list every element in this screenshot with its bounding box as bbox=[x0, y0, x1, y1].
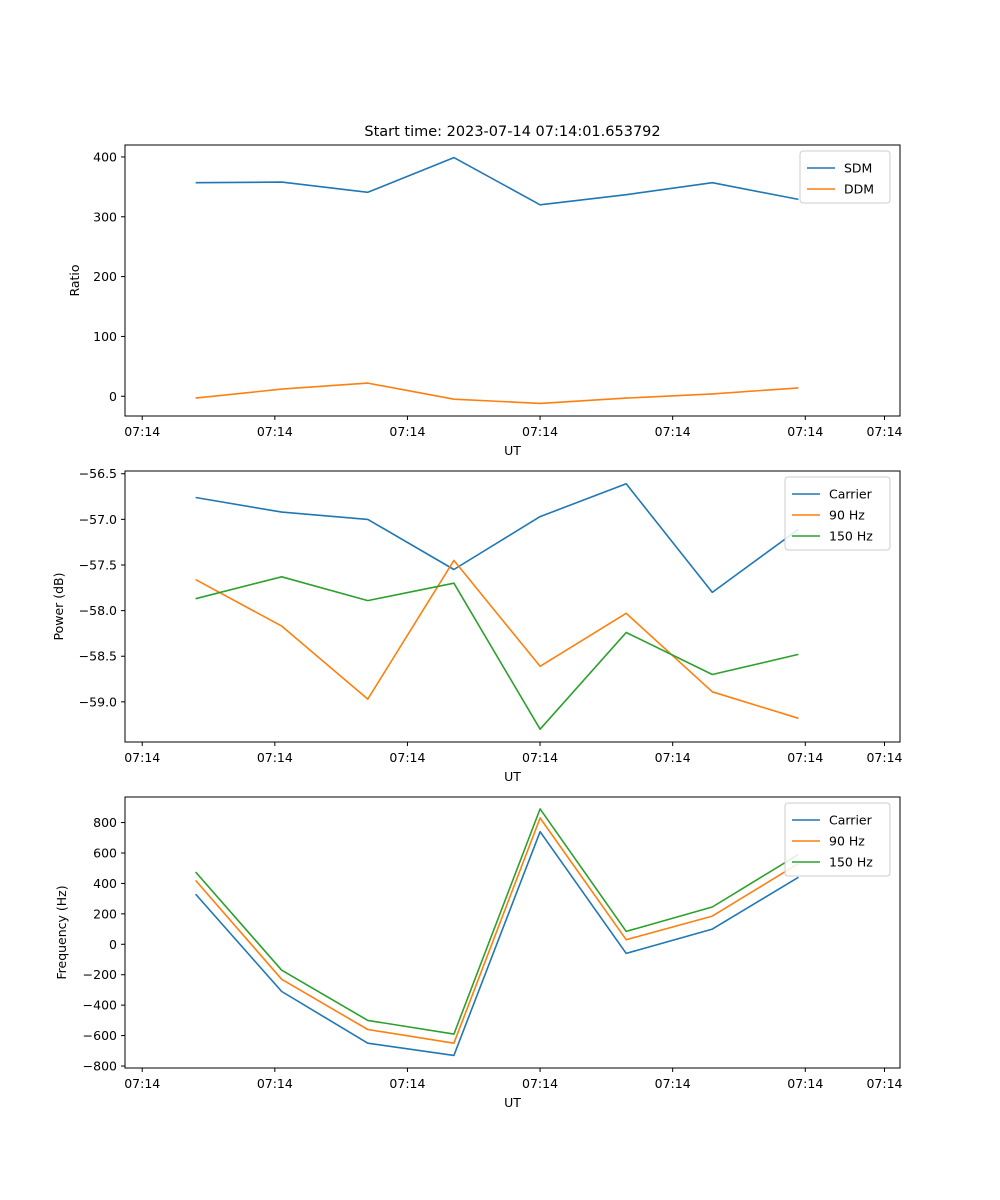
x-tick-label: 07:14 bbox=[787, 750, 823, 765]
series-line-sdm bbox=[195, 156, 799, 206]
y-tick-label: 200 bbox=[93, 269, 117, 284]
legend-label: Carrier bbox=[829, 813, 873, 828]
x-tick-label: 07:14 bbox=[787, 1076, 823, 1091]
legend: Carrier 90 Hz 150 Hz bbox=[784, 476, 891, 551]
series-line-90-hz bbox=[195, 559, 799, 720]
y-tick-label: −58.5 bbox=[79, 649, 117, 664]
chart-panels: 07:14 07:14 07:14 07:14 07:14 07:14 07:14 0 100 2… bbox=[51, 144, 903, 1110]
x-tick-label: 07:14 bbox=[124, 424, 160, 439]
x-tick-label: 07:14 bbox=[655, 424, 691, 439]
x-tick-label: 07:14 bbox=[389, 424, 425, 439]
legend-label: 90 Hz bbox=[829, 508, 865, 523]
y-tick-label: −57.5 bbox=[79, 557, 117, 572]
x-tick-label: 07:14 bbox=[866, 1076, 902, 1091]
y-tick-label: −58.0 bbox=[79, 603, 117, 618]
y-tick-label: −400 bbox=[83, 998, 117, 1013]
y-tick-label: 400 bbox=[93, 876, 117, 891]
y-axis-label: Power (dB) bbox=[51, 572, 66, 640]
x-tick-label: 07:14 bbox=[522, 750, 558, 765]
series-line-carrier bbox=[195, 830, 799, 1057]
x-tick-label: 07:14 bbox=[124, 1076, 160, 1091]
legend-box bbox=[784, 802, 891, 877]
y-tick-label: −800 bbox=[83, 1059, 117, 1074]
y-tick-label: 200 bbox=[93, 906, 117, 921]
axes-frame bbox=[124, 796, 901, 1069]
x-tick-label: 07:14 bbox=[866, 750, 902, 765]
legend-label: Carrier bbox=[829, 487, 873, 502]
series-line-ddm bbox=[195, 382, 799, 405]
x-tick-label: 07:14 bbox=[257, 1076, 293, 1091]
x-tick-label: 07:14 bbox=[389, 750, 425, 765]
x-tick-label: 07:14 bbox=[787, 424, 823, 439]
legend: Carrier 90 Hz 150 Hz bbox=[784, 802, 891, 877]
legend: SDM DDM bbox=[799, 150, 891, 204]
x-tick-label: 07:14 bbox=[257, 750, 293, 765]
y-tick-label: −56.5 bbox=[79, 466, 117, 481]
x-tick-label: 07:14 bbox=[522, 424, 558, 439]
series-line-carrier bbox=[195, 482, 799, 594]
legend-box bbox=[799, 150, 891, 204]
panel-1: 07:14 07:14 07:14 07:14 07:14 07:14 07:14 0 100 2… bbox=[67, 144, 903, 458]
panel-3: 07:14 07:14 07:14 07:14 07:14 07:14 07:14 800 60… bbox=[54, 796, 903, 1110]
series-line-90-hz bbox=[194, 817, 799, 1044]
y-tick-label: 800 bbox=[93, 815, 117, 830]
y-tick-label: 100 bbox=[93, 329, 117, 344]
y-tick-label: −200 bbox=[83, 967, 117, 982]
x-tick-label: 07:14 bbox=[389, 1076, 425, 1091]
y-tick-label: −600 bbox=[83, 1028, 117, 1043]
x-tick-label: 07:14 bbox=[655, 750, 691, 765]
y-tick-label: −57.0 bbox=[79, 512, 117, 527]
x-axis-label: UT bbox=[504, 769, 521, 784]
x-tick-label: 07:14 bbox=[257, 424, 293, 439]
y-tick-label: 0 bbox=[109, 937, 117, 952]
y-tick-label: −59.0 bbox=[79, 694, 117, 709]
y-axis-label: Ratio bbox=[67, 264, 82, 296]
legend-label: 150 Hz bbox=[829, 855, 873, 870]
y-tick-label: 0 bbox=[109, 389, 117, 404]
x-axis-label: UT bbox=[504, 443, 521, 458]
series-line-150-hz bbox=[195, 575, 799, 731]
x-tick-label: 07:14 bbox=[522, 1076, 558, 1091]
x-axis-label: UT bbox=[504, 1095, 521, 1110]
x-tick-label: 07:14 bbox=[655, 1076, 691, 1091]
panel-2: 07:14 07:14 07:14 07:14 07:14 07:14 07:14 −56.5… bbox=[51, 466, 903, 784]
legend-label: 90 Hz bbox=[829, 834, 865, 849]
figure-title: Start time: 2023-07-14 07:14:01.653792 bbox=[364, 124, 660, 140]
series-line-150-hz bbox=[194, 808, 799, 1035]
y-tick-label: 400 bbox=[93, 149, 117, 164]
legend-box bbox=[784, 476, 891, 551]
legend-label: 150 Hz bbox=[829, 529, 873, 544]
y-tick-label: 600 bbox=[93, 845, 117, 860]
x-tick-label: 07:14 bbox=[866, 424, 902, 439]
x-tick-label: 07:14 bbox=[124, 750, 160, 765]
axes-frame bbox=[124, 470, 901, 743]
axes-frame bbox=[124, 144, 901, 417]
legend-label: SDM bbox=[844, 161, 872, 176]
y-axis-label: Frequency (Hz) bbox=[54, 885, 69, 979]
y-tick-label: 300 bbox=[93, 209, 117, 224]
legend-label: DDM bbox=[844, 182, 874, 197]
